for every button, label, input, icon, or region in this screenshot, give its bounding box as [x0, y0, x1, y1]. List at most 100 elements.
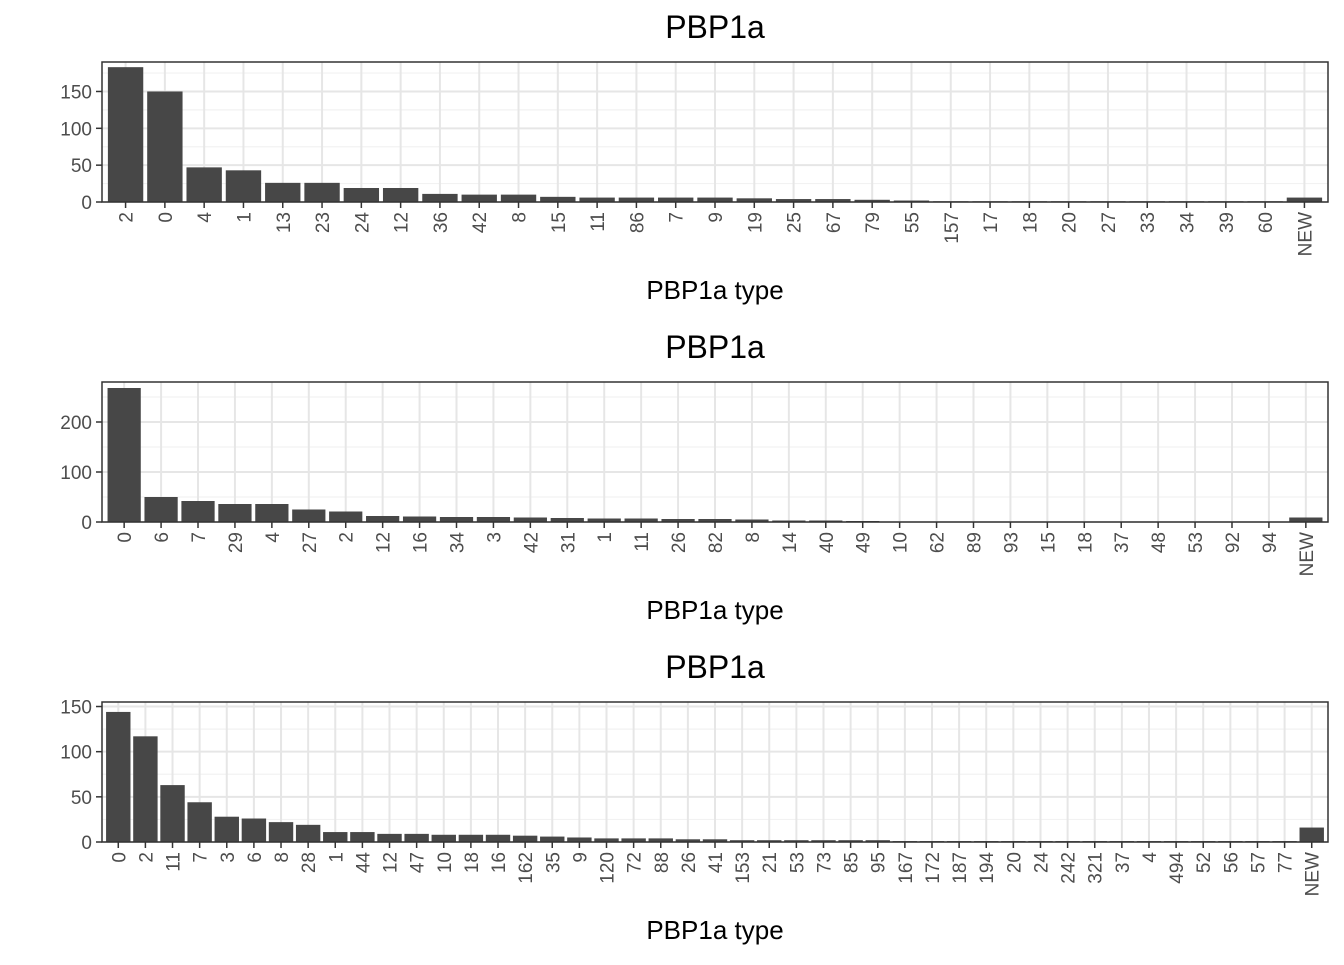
x-axis-label: PBP1a type: [646, 275, 783, 305]
bar-27: [292, 509, 326, 522]
x-tick-label: 321: [1086, 852, 1107, 884]
x-tick-label: 494: [1167, 852, 1188, 884]
x-tick-label: 2: [136, 852, 157, 863]
bar-11: [579, 197, 615, 202]
bar-162: [512, 835, 538, 842]
y-tick-label: 50: [71, 156, 92, 177]
x-tick-label: 12: [392, 212, 413, 233]
x-tick-label: 2: [117, 212, 138, 223]
bar-29: [218, 504, 252, 522]
bar-88: [648, 838, 673, 842]
x-tick-label: 4: [263, 532, 284, 543]
y-tick-label: 150: [60, 698, 92, 719]
x-tick-label: 0: [115, 532, 136, 543]
y-tick-label: 100: [60, 463, 92, 484]
bar-36: [422, 193, 458, 202]
y-tick-label: 100: [60, 119, 92, 140]
x-tick-label: 23: [313, 212, 334, 233]
x-tick-label: 33: [1138, 212, 1159, 233]
x-tick-label: 8: [743, 532, 764, 543]
bar-6: [241, 818, 267, 842]
x-tick-label: 24: [1031, 852, 1052, 874]
x-tick-label: 9: [570, 852, 591, 863]
x-tick-label: 73: [814, 852, 835, 873]
x-tick-label: 3: [218, 852, 239, 863]
x-tick-label: 162: [516, 852, 537, 884]
x-tick-label: 1: [326, 852, 347, 863]
x-tick-label: 77: [1276, 852, 1297, 873]
y-tick-label: 0: [81, 833, 92, 854]
bar-8: [268, 822, 294, 842]
x-tick-label: 28: [299, 852, 320, 873]
x-tick-label: 53: [1186, 532, 1207, 553]
bar-34: [439, 517, 474, 522]
x-tick-label: 1: [595, 532, 616, 543]
x-tick-label: 12: [381, 852, 402, 873]
bar-82: [698, 519, 732, 522]
x-tick-label: 88: [652, 852, 673, 873]
x-tick-label: 7: [191, 852, 212, 863]
bar-1: [225, 170, 262, 202]
bar-41: [702, 839, 728, 842]
bar-1: [323, 832, 348, 842]
x-tick-label: 53: [787, 852, 808, 873]
bar-79: [854, 199, 890, 202]
bar-4: [255, 504, 289, 522]
x-axis-label: PBP1a type: [646, 595, 783, 625]
x-tick-label: 6: [152, 532, 173, 543]
x-tick-label: 4: [1140, 852, 1161, 863]
bar-19: [736, 198, 772, 202]
bar-8: [500, 194, 537, 202]
x-tick-label: 11: [632, 532, 653, 552]
bar-6: [144, 497, 178, 522]
chart-title: PBP1a: [665, 329, 765, 365]
x-tick-label: 18: [1020, 212, 1041, 233]
chart-title: PBP1a: [665, 9, 765, 45]
bar-44: [350, 832, 375, 842]
x-tick-label: 41: [706, 852, 727, 873]
bar-NEW: [1289, 517, 1323, 522]
x-tick-label: 18: [1075, 532, 1096, 553]
x-tick-label: 86: [627, 212, 648, 233]
bar-0: [147, 91, 183, 202]
bar-35: [540, 836, 565, 842]
bar-28: [295, 824, 321, 842]
bar-67: [815, 199, 851, 202]
x-tick-label: 18: [462, 852, 483, 873]
bar-12: [377, 833, 402, 842]
bar-42: [513, 517, 547, 522]
bar-NEW: [1299, 827, 1324, 842]
chart-title: PBP1a: [665, 649, 765, 685]
x-tick-label: 89: [964, 532, 985, 553]
bar-15: [540, 196, 576, 202]
x-tick-label: 16: [489, 852, 510, 873]
x-tick-label: 47: [408, 852, 429, 873]
x-tick-label: NEW: [1297, 532, 1318, 576]
x-tick-label: 7: [189, 532, 210, 543]
x-tick-label: 34: [1178, 212, 1199, 234]
x-tick-label: 94: [1260, 532, 1281, 554]
x-tick-label: 67: [824, 212, 845, 233]
bar-11: [624, 518, 658, 522]
x-tick-label: 27: [1099, 212, 1120, 233]
x-tick-label: 85: [842, 852, 863, 873]
bar-21: [757, 840, 782, 842]
bar-16: [402, 516, 437, 522]
bar-72: [621, 838, 646, 842]
bar-23: [304, 182, 340, 202]
x-tick-label: 15: [1038, 532, 1059, 553]
x-tick-label: 93: [1001, 532, 1022, 553]
x-tick-label: 24: [352, 212, 373, 234]
x-tick-label: 44: [353, 852, 374, 874]
bar-0: [106, 711, 131, 842]
x-tick-label: 26: [679, 852, 700, 873]
x-tick-label: 42: [521, 532, 542, 553]
x-tick-label: 12: [374, 532, 395, 553]
x-tick-label: 1: [234, 212, 255, 223]
bar-8: [735, 519, 769, 522]
bar-86: [618, 197, 655, 202]
x-tick-label: 95: [869, 852, 890, 873]
